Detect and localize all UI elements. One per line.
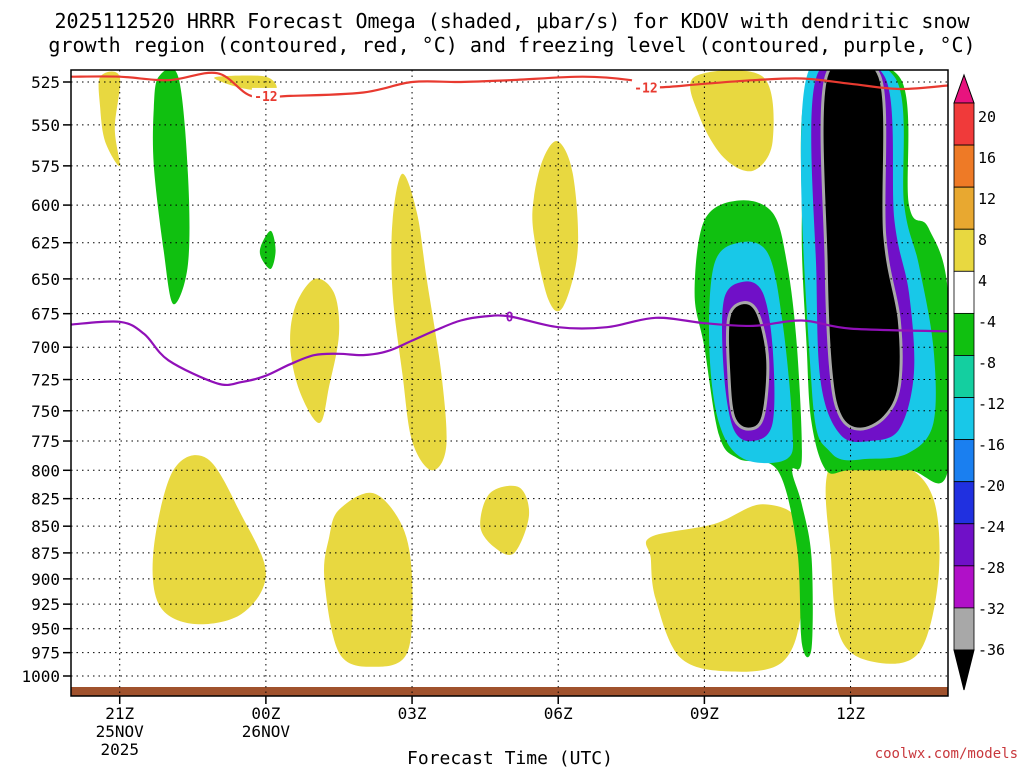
credit-link[interactable]: coolwx.com/models — [875, 746, 1018, 762]
chart-title-line-2: growth region (contoured, red, °C) and f… — [48, 33, 975, 57]
colorbar-segment-5 — [954, 313, 974, 355]
x-tick-year-21Z: 2025 — [100, 740, 139, 759]
omega-feature-5 — [391, 174, 446, 471]
colorbar-label--12: -12 — [978, 395, 1005, 413]
colorbar-label-12: 12 — [978, 190, 996, 208]
omega-feature-0 — [99, 71, 121, 166]
colorbar-segment-1 — [954, 145, 974, 187]
y-tick-label-575: 575 — [31, 157, 60, 176]
y-tick-label-900: 900 — [31, 570, 60, 589]
colorbar-segment-0 — [954, 103, 974, 145]
y-tick-label-650: 650 — [31, 270, 60, 289]
colorbar-label-16: 16 — [978, 149, 996, 167]
y-tick-label-775: 775 — [31, 432, 60, 451]
colorbar-label--16: -16 — [978, 436, 1005, 454]
x-tick-date-21Z: 25NOV — [96, 722, 145, 741]
y-tick-label-550: 550 — [31, 116, 60, 135]
colorbar-segment-12 — [954, 608, 974, 650]
y-tick-label-525: 525 — [31, 73, 60, 92]
x-tick-label-03Z: 03Z — [398, 704, 427, 723]
y-axis: 525 550 575 600 625 650 675 700 725 750 775 800 825 8… — [21, 73, 71, 686]
colorbar-label--8: -8 — [978, 354, 996, 372]
omega-feature-7 — [690, 70, 774, 171]
y-tick-label-625: 625 — [31, 234, 60, 253]
colorbar-segment-2 — [954, 187, 974, 229]
omega-feature-9 — [324, 493, 413, 667]
chart-title-line-1: 2025112520 HRRR Forecast Omega (shaded, … — [54, 9, 970, 33]
y-tick-label-950: 950 — [31, 620, 60, 639]
colorbar: 20 16 12 8 4 -4 -8 -12 -16 -20 -24 -28 -32 -36 — [954, 75, 1005, 690]
y-tick-label-700: 700 — [31, 338, 60, 357]
omega-shading — [71, 48, 952, 696]
x-tick-label-09Z: 09Z — [690, 704, 719, 723]
dendritic-growth-label-0: -12 — [254, 90, 277, 105]
omega-feature-8 — [153, 455, 266, 624]
colorbar-label--4: -4 — [978, 313, 996, 331]
omega-feature-3 — [260, 231, 276, 269]
colorbar-label--28: -28 — [978, 559, 1005, 577]
y-tick-label-725: 725 — [31, 371, 60, 390]
colorbar-segment-11 — [954, 566, 974, 608]
y-tick-label-875: 875 — [31, 544, 60, 563]
colorbar-label--24: -24 — [978, 518, 1005, 536]
y-tick-label-850: 850 — [31, 517, 60, 536]
colorbar-segment-4 — [954, 271, 974, 313]
freezing-level-label: 0 — [506, 310, 514, 325]
y-tick-label-750: 750 — [31, 402, 60, 421]
colorbar-label--20: -20 — [978, 477, 1005, 495]
colorbar-top-arrow — [954, 75, 974, 103]
omega-feature-6 — [532, 141, 578, 311]
omega-feature-10 — [480, 486, 529, 555]
colorbar-segment-7 — [954, 398, 974, 440]
x-tick-label-21Z: 21Z — [105, 704, 134, 723]
colorbar-bottom-arrow — [954, 650, 974, 690]
colorbar-label--32: -32 — [978, 600, 1005, 618]
omega-feature-4 — [290, 278, 339, 423]
y-tick-label-825: 825 — [31, 490, 60, 509]
chart-canvas: 2025112520 HRRR Forecast Omega (shaded, … — [0, 0, 1024, 768]
y-tick-label-800: 800 — [31, 461, 60, 480]
y-tick-label-675: 675 — [31, 305, 60, 324]
colorbar-segment-6 — [954, 355, 974, 397]
omega-feature-12 — [826, 456, 940, 664]
colorbar-segment-10 — [954, 524, 974, 566]
dendritic-growth-label-1: -12 — [634, 81, 657, 96]
x-tick-date-00Z: 26NOV — [242, 722, 291, 741]
colorbar-segment-8 — [954, 440, 974, 482]
ground-surface — [71, 687, 948, 696]
y-tick-label-975: 975 — [31, 644, 60, 663]
colorbar-segment-9 — [954, 482, 974, 524]
x-tick-label-06Z: 06Z — [544, 704, 573, 723]
x-tick-label-00Z: 00Z — [251, 704, 280, 723]
omega-feature-1 — [153, 68, 190, 304]
colorbar-label-8: 8 — [978, 231, 987, 249]
x-axis-label: Forecast Time (UTC) — [407, 748, 613, 768]
omega-feature-11 — [646, 504, 806, 672]
y-tick-label-600: 600 — [31, 196, 60, 215]
colorbar-label-20: 20 — [978, 108, 996, 126]
y-tick-label-925: 925 — [31, 595, 60, 614]
x-tick-label-12Z: 12Z — [836, 704, 865, 723]
colorbar-label--36: -36 — [978, 641, 1005, 659]
colorbar-label-4: 4 — [978, 272, 987, 290]
y-tick-label-1000: 1000 — [21, 667, 60, 686]
chart-svg: 2025112520 HRRR Forecast Omega (shaded, … — [0, 0, 1024, 768]
colorbar-segment-3 — [954, 229, 974, 271]
